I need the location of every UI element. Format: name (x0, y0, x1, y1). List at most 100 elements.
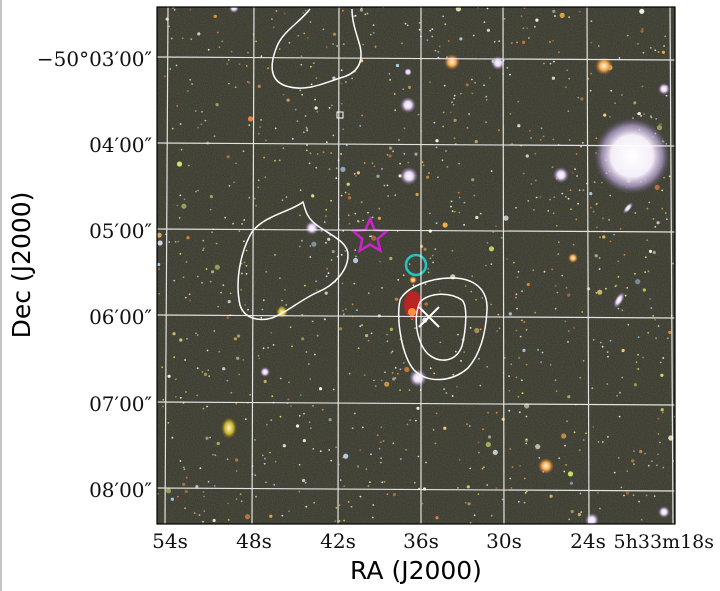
field-star (308, 162, 311, 165)
field-star (413, 481, 416, 484)
field-star (235, 162, 238, 165)
field-star (305, 126, 308, 129)
field-star (242, 359, 245, 361)
bright-star (409, 369, 427, 387)
field-star (263, 156, 265, 159)
field-star (320, 230, 323, 233)
field-star (202, 247, 205, 250)
field-star (543, 62, 545, 65)
field-star (406, 24, 409, 27)
field-star (381, 287, 383, 289)
field-star (275, 10, 278, 12)
field-star (552, 212, 555, 215)
field-star (282, 93, 285, 96)
field-star (558, 51, 560, 54)
field-star (540, 127, 543, 130)
field-star (327, 272, 330, 274)
field-star (248, 196, 251, 199)
field-star (602, 235, 606, 239)
field-star (535, 18, 539, 22)
field-star (309, 152, 312, 155)
field-star (343, 519, 345, 522)
field-star (605, 287, 607, 290)
field-star (238, 230, 241, 233)
field-star (455, 7, 461, 12)
field-star (662, 411, 664, 414)
field-star (184, 507, 186, 510)
field-star (519, 335, 522, 338)
field-star (577, 96, 580, 99)
field-star (503, 18, 506, 20)
field-star (568, 16, 570, 19)
field-star (306, 129, 309, 132)
contour-right-outer (398, 277, 488, 381)
field-star (170, 37, 173, 40)
field-star (642, 356, 644, 359)
field-star (525, 490, 528, 493)
field-star (278, 159, 281, 162)
field-star (469, 327, 472, 329)
field-star (553, 60, 555, 63)
field-star (184, 359, 187, 361)
field-star (322, 28, 325, 31)
field-star (354, 212, 357, 215)
field-star (281, 514, 284, 517)
field-star (265, 481, 267, 484)
field-star (184, 296, 187, 299)
field-star (304, 115, 307, 117)
field-star (585, 432, 587, 435)
field-star (475, 298, 477, 301)
field-star (218, 350, 221, 353)
field-star (521, 392, 524, 395)
field-star (518, 411, 521, 414)
field-star (635, 361, 638, 363)
field-star (509, 477, 512, 480)
star (229, 7, 239, 13)
field-star (500, 236, 503, 239)
field-star (522, 40, 526, 45)
field-star (209, 280, 212, 283)
field-star (241, 223, 244, 225)
field-star (213, 330, 216, 332)
field-star (664, 35, 667, 38)
field-star (665, 94, 668, 97)
field-star (464, 501, 467, 504)
field-star (666, 218, 668, 221)
field-star (270, 331, 273, 334)
field-star (309, 21, 312, 23)
field-star (304, 481, 307, 484)
field-star (185, 476, 188, 479)
field-star (516, 276, 519, 279)
bright-star (585, 513, 599, 524)
field-star (179, 123, 182, 125)
field-star (615, 284, 618, 287)
field-star (179, 194, 182, 197)
field-star (157, 493, 160, 495)
field-star (523, 501, 526, 504)
field-star (190, 38, 193, 41)
field-star (211, 270, 215, 274)
field-star (453, 210, 456, 213)
field-star (619, 227, 622, 230)
field-star (213, 14, 217, 18)
field-star (515, 296, 517, 299)
field-star (168, 241, 171, 243)
field-star (519, 465, 521, 467)
field-star (534, 311, 537, 314)
field-star (433, 121, 436, 124)
field-star (214, 454, 217, 456)
field-star (439, 341, 442, 344)
field-star (625, 491, 630, 495)
field-star (165, 488, 172, 494)
field-star (429, 257, 432, 260)
field-star (207, 369, 210, 372)
field-star (305, 351, 308, 353)
field-star (187, 90, 189, 92)
field-star (335, 446, 337, 448)
field-star (450, 205, 452, 208)
field-star (617, 307, 620, 310)
field-star (429, 29, 432, 32)
field-star (263, 379, 267, 384)
field-star (527, 200, 530, 202)
field-star (488, 246, 495, 252)
